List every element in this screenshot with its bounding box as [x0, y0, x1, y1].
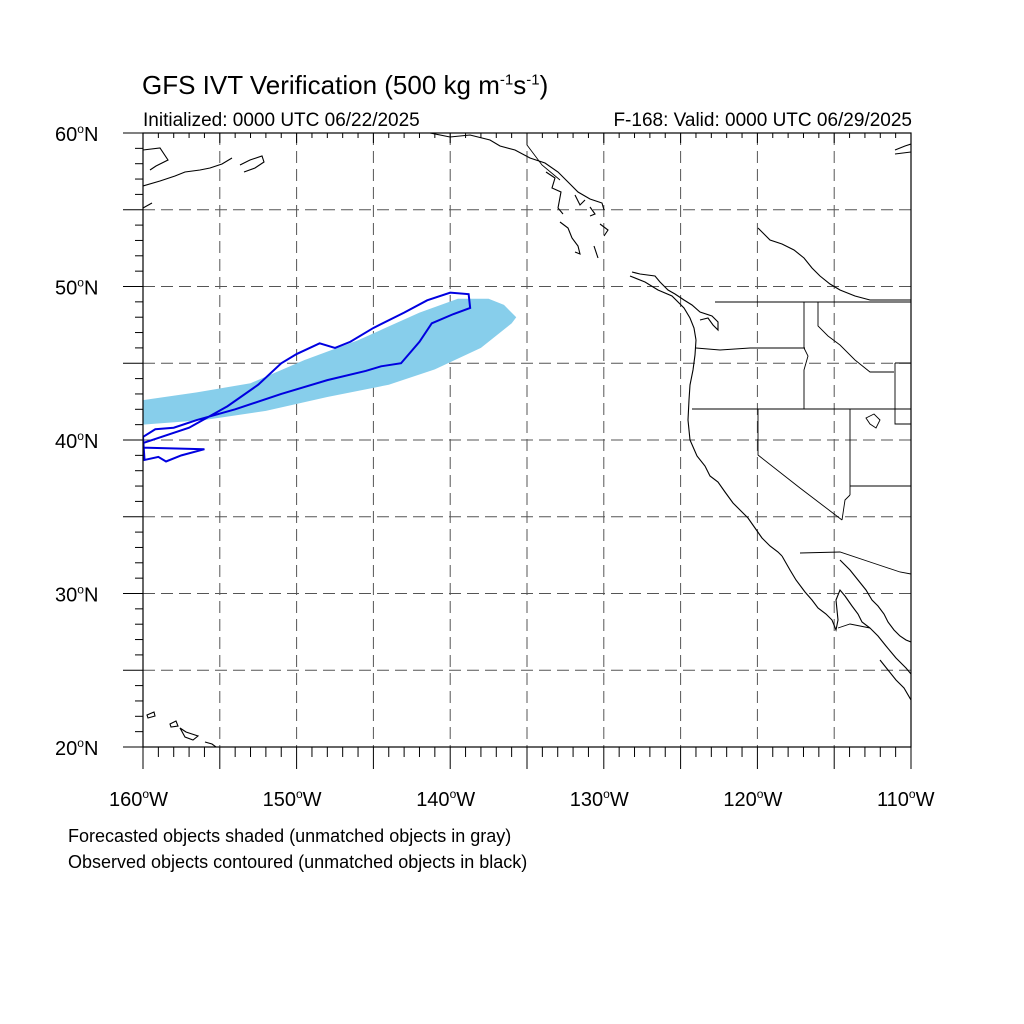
lat-label-60: 60oN	[55, 122, 98, 146]
coastline-gulf-california	[839, 559, 911, 643]
coastline-mexico-mainland	[879, 659, 911, 701]
lon-label-140w: 140oW	[416, 787, 475, 811]
great-salt-lake	[865, 413, 881, 429]
coastline-west-alaska	[143, 147, 265, 209]
axis-ticks	[123, 132, 912, 769]
coastline-alaska-islands	[545, 171, 609, 259]
title-superscript-2: -1	[526, 71, 540, 89]
coastline-alaska-canada	[429, 133, 605, 211]
gridlines	[143, 133, 911, 747]
lat-label-30: 30oN	[55, 583, 98, 607]
coastline-oregon-california	[687, 339, 783, 557]
border-baja-sonora	[837, 623, 871, 629]
border-arizona-nevada	[841, 485, 911, 521]
coastlines	[143, 133, 911, 747]
lat-label-40: 40oN	[55, 429, 98, 453]
coastline-bc-washington	[629, 271, 719, 341]
lat-label-50: 50oN	[55, 276, 98, 300]
coastline-great-lakes-north	[757, 227, 911, 301]
longitude-labels: 160oW 150oW 140oW 130oW 120oW 110oW	[109, 787, 935, 811]
title-superscript-1: -1	[499, 71, 514, 89]
border-idaho-west	[803, 302, 809, 409]
lon-label-110w: 110oW	[877, 787, 935, 811]
border-california-nevada	[757, 409, 843, 521]
title-text: GFS IVT Verification (500 kg m	[142, 70, 500, 100]
init-time-label: Initialized: 0000 UTC 06/22/2025	[143, 110, 420, 131]
coastline-baja	[781, 555, 911, 675]
latitude-labels: 20oN 30oN 40oN 50oN 60oN	[55, 122, 98, 760]
border-wyoming	[894, 362, 911, 425]
political-borders	[526, 133, 911, 629]
observed-ivt-contour	[143, 291, 472, 463]
lon-label-160w: 160oW	[109, 787, 168, 811]
title-unit-s: s	[513, 70, 527, 100]
forecast-ivt-object	[143, 298, 517, 425]
coastline-hudson-region	[894, 143, 911, 155]
observed-legend-note: Observed objects contoured (unmatched ob…	[68, 852, 528, 872]
forecast-legend-note: Forecasted objects shaded (unmatched obj…	[68, 826, 512, 846]
coastline-hawaii	[146, 711, 217, 747]
border-us-mexico	[799, 551, 911, 575]
lon-label-120w: 120oW	[723, 787, 782, 811]
border-montana	[817, 302, 894, 373]
lat-label-20: 20oN	[55, 736, 98, 760]
valid-time-label: F-168: Valid: 0000 UTC 06/29/2025	[613, 110, 912, 131]
border-washington-oregon	[695, 347, 805, 351]
map-title: GFS IVT Verification (500 kg m-1s-1)	[142, 70, 548, 101]
lon-label-130w: 130oW	[570, 787, 629, 811]
title-close-paren: )	[539, 70, 549, 100]
lon-label-150w: 150oW	[263, 787, 322, 811]
